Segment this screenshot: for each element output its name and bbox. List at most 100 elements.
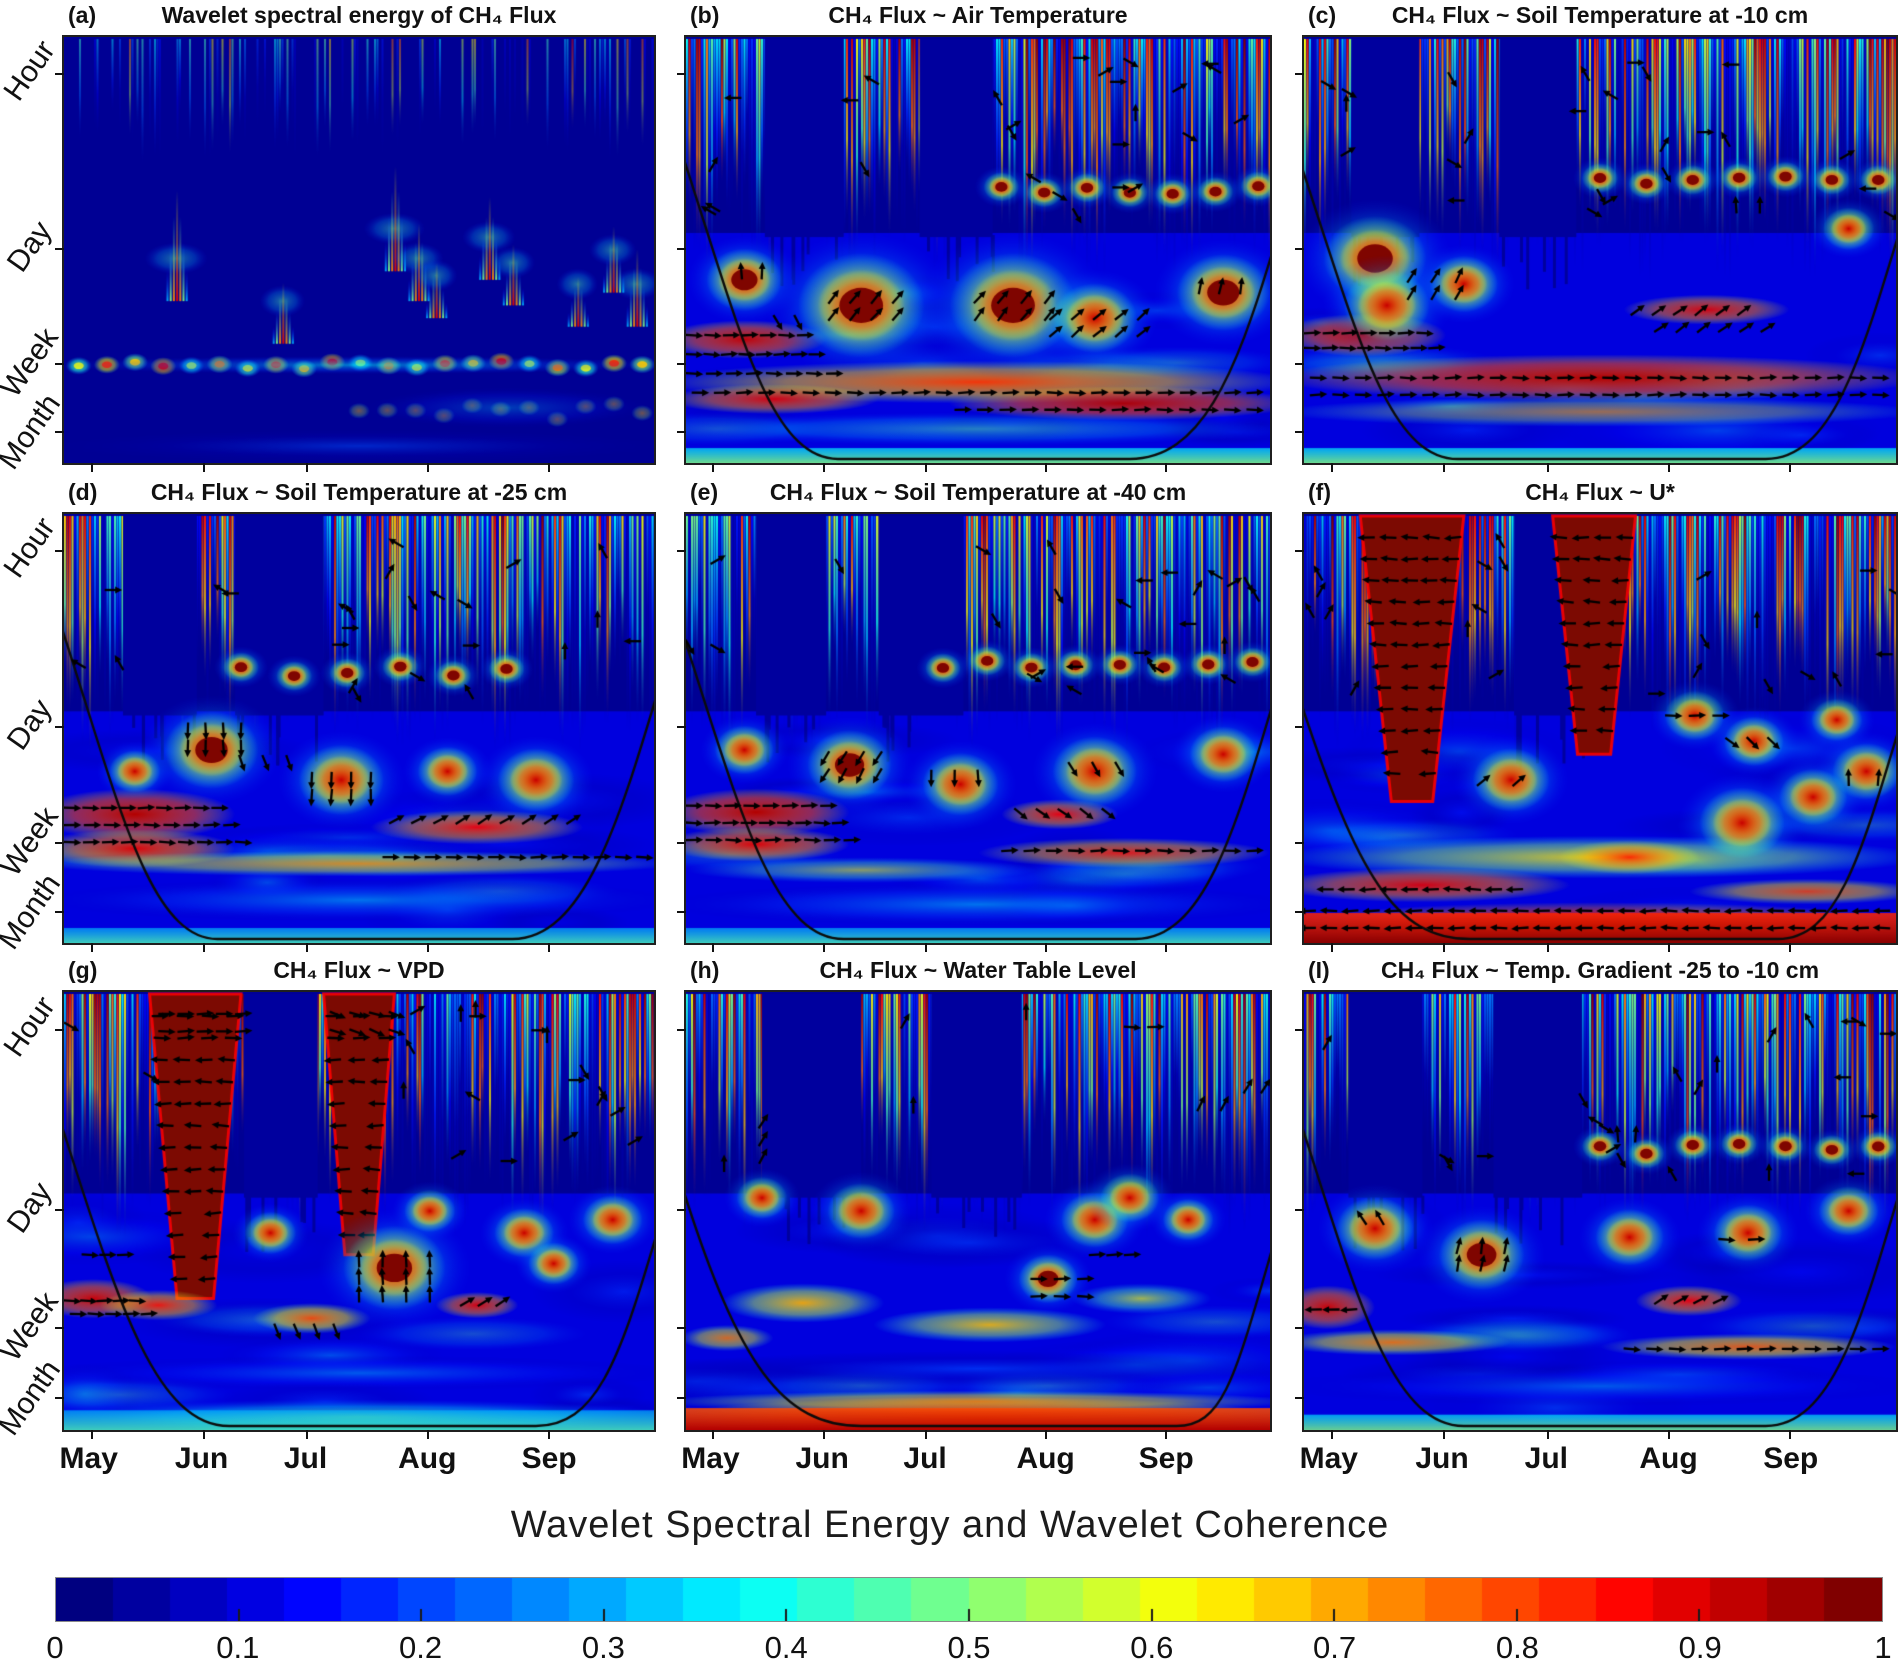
y-axis-label-hour: Hour [0, 34, 62, 107]
x-tick-mark [1668, 943, 1670, 952]
x-tick-mark [1331, 1430, 1333, 1439]
panel-c [1295, 35, 1898, 472]
x-axis-label-may: May [1299, 1442, 1358, 1475]
x-tick-mark [306, 1430, 308, 1439]
x-tick-mark [1331, 463, 1333, 472]
panel-h [677, 990, 1272, 1439]
x-axis-label-sep: Sep [1138, 1442, 1194, 1475]
y-tick-mark [677, 550, 686, 552]
x-tick-mark [427, 1430, 429, 1439]
y-tick-mark [677, 842, 686, 844]
x-tick-mark [1547, 463, 1549, 472]
panel-a [55, 35, 656, 472]
panel-g-label: (g) [68, 957, 98, 983]
colorbar-tick-label: 0 [46, 1630, 64, 1665]
y-tick-mark [677, 1397, 686, 1399]
x-axis-label-jun: Jun [795, 1442, 849, 1475]
x-tick-mark [91, 1430, 93, 1439]
panel-d-title: CH₄ Flux ~ Soil Temperature at -25 cm [150, 479, 568, 505]
panel-b-heatmap [686, 37, 1270, 463]
y-tick-mark [1295, 431, 1304, 433]
colorbar-tick-label: 0.9 [1678, 1630, 1722, 1665]
y-tick-mark [1295, 911, 1304, 913]
panel-g-title: CH₄ Flux ~ VPD [273, 957, 445, 983]
panel-g-title-row: (g) CH₄ Flux ~ VPD [62, 957, 656, 987]
panel-f-title: CH₄ Flux ~ U* [1525, 479, 1675, 505]
y-tick-mark [677, 1327, 686, 1329]
x-tick-mark [548, 463, 550, 472]
x-axis-label-sep: Sep [1763, 1442, 1819, 1475]
y-axis-label-hour: Hour [0, 990, 62, 1063]
panel-g-heatmap [64, 992, 654, 1430]
x-tick-mark [712, 463, 714, 472]
y-tick-mark [1295, 1029, 1304, 1031]
colorbar-tick-label: 0.1 [216, 1630, 260, 1665]
x-tick-mark [427, 943, 429, 952]
x-tick-mark [1443, 463, 1445, 472]
y-tick-mark [55, 73, 64, 75]
y-tick-mark [55, 363, 64, 365]
panel-e [677, 512, 1272, 952]
colorbar-tick-label: 0.8 [1495, 1630, 1539, 1665]
y-tick-mark [55, 1397, 64, 1399]
panel-f-title-row: (f) CH₄ Flux ~ U* [1302, 479, 1898, 509]
x-tick-mark [1789, 1430, 1791, 1439]
panel-d-label: (d) [68, 479, 98, 505]
panel-i-title-row: (I) CH₄ Flux ~ Temp. Gradient -25 to -10… [1302, 957, 1898, 987]
x-tick-mark [203, 463, 205, 472]
panel-i-heatmap [1304, 992, 1896, 1430]
x-tick-mark [1331, 943, 1333, 952]
x-tick-mark [1045, 1430, 1047, 1439]
x-tick-mark [925, 463, 927, 472]
x-tick-mark [306, 943, 308, 952]
colorbar [55, 1577, 1883, 1622]
x-tick-mark [823, 1430, 825, 1439]
y-tick-mark [1295, 726, 1304, 728]
y-tick-mark [55, 726, 64, 728]
y-axis-label-hour: Hour [0, 511, 62, 584]
panel-i-label: (I) [1308, 957, 1330, 983]
colorbar-tick-label: 0.5 [947, 1630, 991, 1665]
y-tick-mark [1295, 1209, 1304, 1211]
x-tick-mark [1443, 943, 1445, 952]
panel-h-heatmap [686, 992, 1270, 1430]
y-tick-mark [677, 431, 686, 433]
y-axis-label-day: Day [0, 1176, 59, 1239]
panel-e-label: (e) [690, 479, 719, 505]
x-tick-mark [1443, 1430, 1445, 1439]
x-axis-label-aug: Aug [1016, 1442, 1075, 1475]
y-tick-mark [55, 431, 64, 433]
y-tick-mark [677, 1209, 686, 1211]
colorbar-tick-label: 0.7 [1313, 1630, 1357, 1665]
panel-c-heatmap [1304, 37, 1896, 463]
x-tick-mark [1789, 943, 1791, 952]
x-axis-label-aug: Aug [1639, 1442, 1698, 1475]
x-axis-label-sep: Sep [521, 1442, 577, 1475]
panel-f [1295, 512, 1898, 952]
panel-a-title-row: (a) Wavelet spectral energy of CH₄ Flux [62, 2, 656, 32]
x-tick-mark [1165, 1430, 1167, 1439]
x-tick-mark [712, 943, 714, 952]
panel-e-title-row: (e) CH₄ Flux ~ Soil Temperature at -40 c… [684, 479, 1272, 509]
panel-i-title: CH₄ Flux ~ Temp. Gradient -25 to -10 cm [1380, 957, 1820, 983]
y-tick-mark [1295, 248, 1304, 250]
panel-c-label: (c) [1308, 2, 1337, 28]
x-tick-mark [1668, 463, 1670, 472]
y-tick-mark [1295, 550, 1304, 552]
colorbar-tick-label: 0.4 [764, 1630, 808, 1665]
x-tick-mark [1045, 943, 1047, 952]
panel-e-title: CH₄ Flux ~ Soil Temperature at -40 cm [769, 479, 1187, 505]
figure-caption-title: Wavelet Spectral Energy and Wavelet Cohe… [510, 1504, 1390, 1546]
x-axis-label-jun: Jun [1415, 1442, 1469, 1475]
y-tick-mark [55, 248, 64, 250]
x-tick-mark [712, 1430, 714, 1439]
x-axis-label-jul: Jul [283, 1442, 328, 1475]
panel-h-title: CH₄ Flux ~ Water Table Level [819, 957, 1137, 983]
panel-b [677, 35, 1272, 472]
y-tick-mark [677, 363, 686, 365]
x-tick-mark [823, 943, 825, 952]
x-tick-mark [1165, 943, 1167, 952]
x-tick-mark [427, 463, 429, 472]
y-tick-mark [677, 726, 686, 728]
y-tick-mark [677, 73, 686, 75]
